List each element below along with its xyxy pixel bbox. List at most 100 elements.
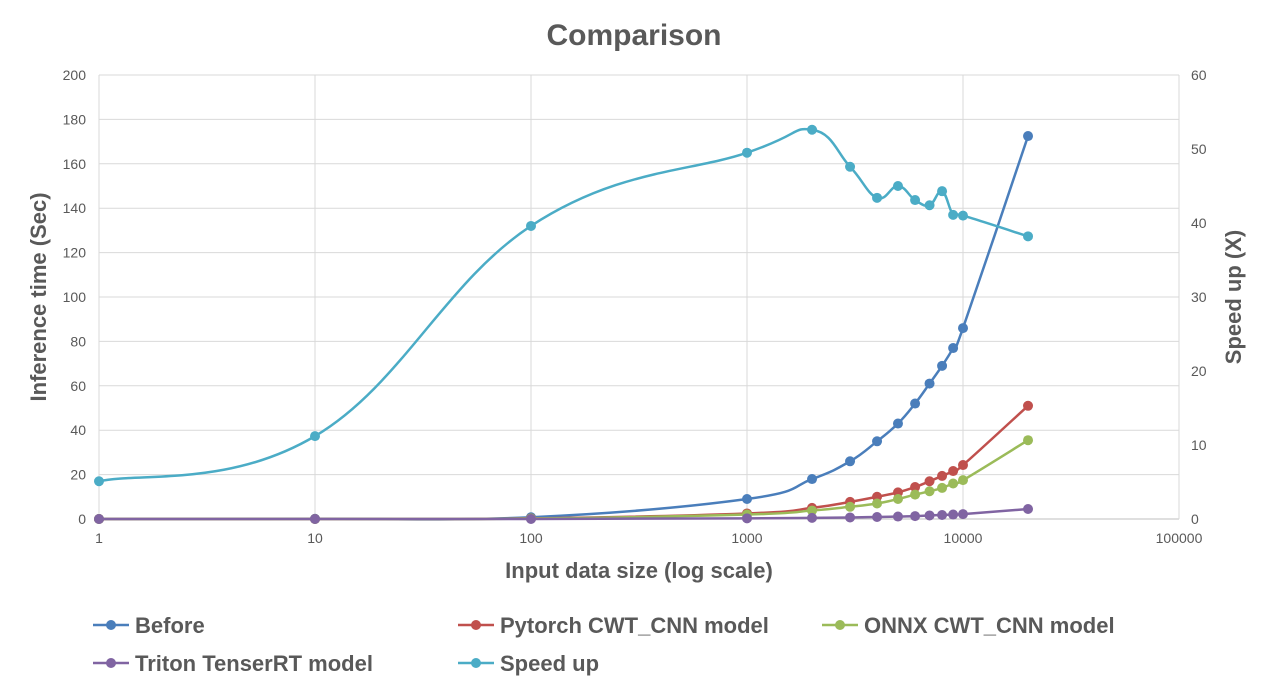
- data-point-triton-tenserrt-model: [526, 514, 536, 524]
- data-point-pytorch-cwt-cnn-model: [948, 466, 959, 477]
- data-point-before: [948, 343, 959, 354]
- y2-tick-label: 20: [1191, 363, 1207, 379]
- data-point-pytorch-cwt-cnn-model: [958, 460, 968, 471]
- legend-item-before: Before: [93, 613, 205, 638]
- legend-marker: [106, 658, 116, 668]
- chart-title: Comparison: [546, 19, 721, 52]
- data-point-pytorch-cwt-cnn-model: [910, 482, 921, 493]
- data-point-triton-tenserrt-model: [94, 514, 104, 524]
- y2-tick-label: 0: [1191, 511, 1199, 527]
- x-tick-label: 10: [307, 530, 323, 546]
- data-point-before: [807, 474, 818, 485]
- legend-label: Before: [135, 613, 205, 638]
- data-point-triton-tenserrt-model: [1023, 504, 1034, 515]
- series-triton-tenserrt-model: [94, 504, 1034, 524]
- y-tick-label: 40: [70, 422, 86, 438]
- data-point-onnx-cwt-cnn-model: [937, 482, 948, 493]
- legend-marker: [471, 620, 481, 630]
- x-tick-label: 10000: [944, 530, 983, 546]
- legend-item-onnx-cwt-cnn-model: ONNX CWT_CNN model: [822, 613, 1115, 638]
- data-point-speed-up: [526, 220, 536, 231]
- data-point-onnx-cwt-cnn-model: [948, 478, 959, 489]
- data-point-pytorch-cwt-cnn-model: [924, 476, 935, 487]
- data-point-speed-up: [94, 476, 104, 487]
- data-point-speed-up: [892, 181, 903, 191]
- data-point-speed-up: [807, 124, 818, 135]
- legend-marker: [835, 620, 845, 630]
- legend-item-triton-tenserrt-model: Triton TenserRT model: [93, 651, 373, 676]
- legend-label: Pytorch CWT_CNN model: [500, 613, 769, 638]
- data-point-speed-up: [910, 195, 921, 206]
- data-point-onnx-cwt-cnn-model: [872, 498, 883, 509]
- y-tick-label: 0: [78, 511, 86, 527]
- data-point-speed-up: [310, 431, 320, 442]
- y2-tick-label: 30: [1191, 289, 1207, 305]
- data-point-speed-up: [924, 200, 935, 211]
- data-point-before: [1023, 131, 1034, 142]
- x-axis-label: Input data size (log scale): [505, 558, 773, 583]
- data-point-triton-tenserrt-model: [807, 512, 818, 523]
- data-point-onnx-cwt-cnn-model: [1023, 435, 1034, 446]
- data-point-speed-up: [958, 210, 968, 221]
- data-point-triton-tenserrt-model: [937, 510, 948, 521]
- y-axis-label: Inference time (Sec): [26, 192, 51, 401]
- series-speed-up: [94, 124, 1034, 487]
- data-point-before: [937, 360, 948, 371]
- y2-tick-label: 40: [1191, 215, 1207, 231]
- series-pytorch-cwt-cnn-model: [94, 400, 1034, 524]
- legend-label: Speed up: [500, 651, 599, 676]
- data-point-speed-up: [845, 161, 856, 172]
- data-point-speed-up: [1023, 231, 1034, 242]
- y-tick-label: 20: [70, 467, 86, 483]
- y2-axis-label: Speed up (X): [1221, 230, 1246, 364]
- data-point-speed-up: [872, 192, 883, 203]
- data-point-onnx-cwt-cnn-model: [910, 489, 921, 500]
- data-point-before: [910, 398, 921, 409]
- y-tick-label: 120: [63, 245, 87, 261]
- legend-label: ONNX CWT_CNN model: [864, 613, 1115, 638]
- data-point-pytorch-cwt-cnn-model: [937, 470, 948, 481]
- x-tick-label: 1: [95, 530, 103, 546]
- x-tick-label: 100000: [1156, 530, 1203, 546]
- data-point-before: [924, 378, 935, 389]
- y-tick-label: 60: [70, 378, 86, 394]
- legend-item-pytorch-cwt-cnn-model: Pytorch CWT_CNN model: [458, 613, 769, 638]
- series-line-onnx-cwt-cnn-model: [98, 439, 1029, 521]
- data-point-triton-tenserrt-model: [910, 511, 921, 522]
- y-tick-label: 180: [63, 111, 87, 127]
- series-line-speed-up: [98, 127, 1029, 483]
- data-point-before: [872, 436, 883, 447]
- x-tick-label: 100: [519, 530, 543, 546]
- legend-marker: [106, 620, 116, 630]
- y-tick-label: 200: [63, 67, 87, 83]
- data-point-onnx-cwt-cnn-model: [807, 505, 818, 516]
- data-point-onnx-cwt-cnn-model: [845, 501, 856, 512]
- y-tick-label: 100: [63, 289, 87, 305]
- data-point-triton-tenserrt-model: [892, 511, 903, 522]
- data-point-triton-tenserrt-model: [924, 510, 935, 521]
- data-point-before: [845, 456, 856, 467]
- data-point-speed-up: [948, 209, 959, 220]
- data-point-triton-tenserrt-model: [958, 509, 968, 520]
- x-tick-label: 1000: [731, 530, 762, 546]
- y2-tick-label: 50: [1191, 141, 1207, 157]
- data-point-before: [892, 418, 903, 429]
- y2-tick-label: 10: [1191, 437, 1207, 453]
- data-point-triton-tenserrt-model: [742, 513, 752, 524]
- data-point-speed-up: [937, 186, 948, 197]
- data-point-triton-tenserrt-model: [845, 512, 856, 523]
- y-tick-label: 160: [63, 156, 87, 172]
- data-point-pytorch-cwt-cnn-model: [1023, 400, 1034, 411]
- y2-tick-label: 60: [1191, 67, 1207, 83]
- legend-label: Triton TenserRT model: [135, 651, 373, 676]
- data-point-onnx-cwt-cnn-model: [892, 494, 903, 505]
- legend-marker: [471, 658, 481, 668]
- legend-item-speed-up: Speed up: [458, 651, 599, 676]
- series-onnx-cwt-cnn-model: [94, 435, 1034, 524]
- y-tick-label: 140: [63, 200, 87, 216]
- data-point-triton-tenserrt-model: [948, 509, 959, 520]
- y-tick-label: 80: [70, 333, 86, 349]
- data-point-before: [958, 323, 968, 334]
